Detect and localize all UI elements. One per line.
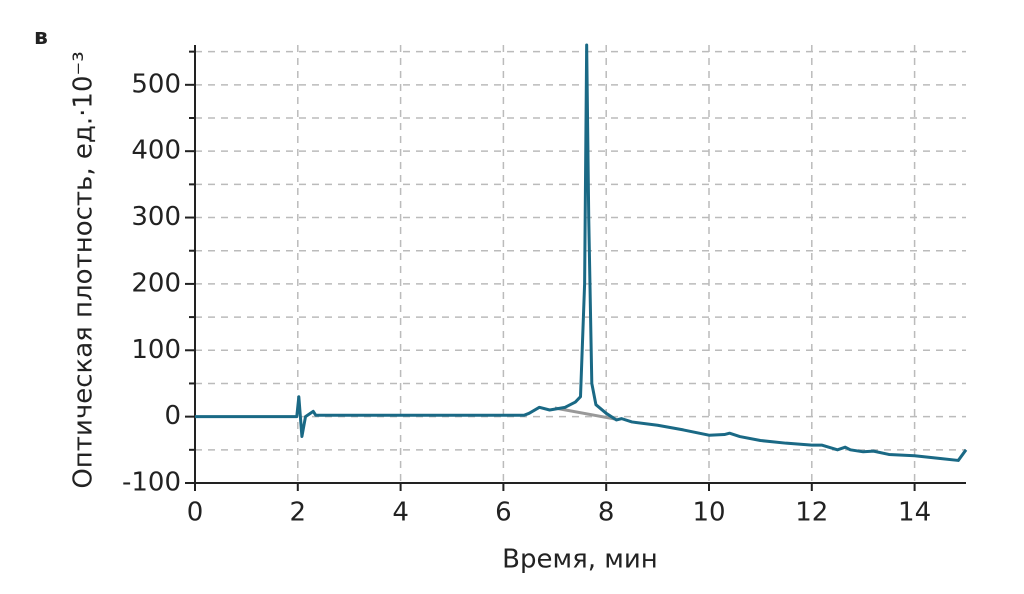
y-tick-label: 0 bbox=[164, 401, 181, 431]
data-line bbox=[195, 43, 968, 462]
y-tick-label: 400 bbox=[131, 136, 181, 166]
y-tick-label: 500 bbox=[131, 69, 181, 99]
panel-label: в bbox=[34, 25, 48, 50]
y-axis-label: Оптическая плотность, ед.·10⁻³ bbox=[69, 51, 99, 488]
x-axis-label: Время, мин bbox=[502, 545, 658, 575]
x-tick-label: 14 bbox=[898, 498, 931, 528]
data-line bbox=[554, 406, 617, 421]
x-tick-label: 6 bbox=[495, 498, 512, 528]
x-tick-label: 0 bbox=[187, 498, 204, 528]
x-tick-label: 4 bbox=[392, 498, 409, 528]
y-tick-label: 100 bbox=[131, 335, 181, 365]
x-tick-label: 8 bbox=[598, 498, 615, 528]
y-tick-label: -100 bbox=[122, 468, 181, 498]
x-tick-label: 2 bbox=[290, 498, 307, 528]
y-tick-label: 300 bbox=[131, 202, 181, 232]
y-tick-label: 200 bbox=[131, 268, 181, 298]
x-tick-label: 12 bbox=[795, 498, 828, 528]
x-tick-label: 10 bbox=[692, 498, 725, 528]
